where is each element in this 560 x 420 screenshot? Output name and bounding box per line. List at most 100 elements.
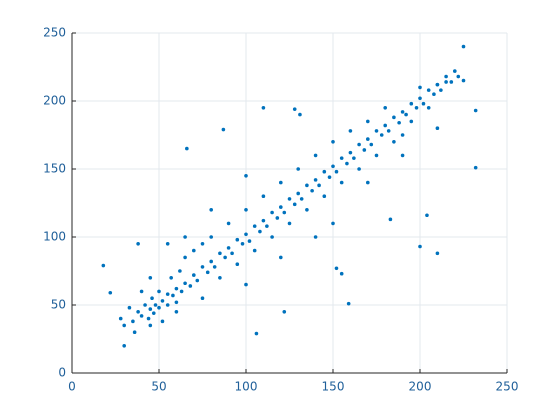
point [139,314,144,318]
point [235,262,240,267]
point [212,265,217,269]
point [165,303,170,307]
x-tick-label: 50 [151,380,166,394]
point [218,276,222,280]
point [188,284,193,288]
point [404,112,408,117]
point [279,180,283,185]
point [456,74,461,79]
point [292,202,297,207]
point [151,311,156,315]
point [292,107,297,111]
point [169,276,173,280]
point [254,331,259,336]
y-tick-label: 100 [43,230,66,244]
point [108,290,113,295]
point [453,69,457,73]
point [374,129,379,133]
point [131,319,135,324]
point [178,269,182,273]
y-tick-label: 0 [58,366,66,380]
point [322,169,327,174]
x-tick-label: 250 [496,380,519,394]
point [143,303,147,307]
point [209,208,213,212]
point [331,140,335,144]
point [226,246,231,250]
point [352,156,356,160]
point [244,208,248,212]
point [317,183,321,188]
point [252,248,257,253]
point [348,129,353,133]
point [444,80,448,84]
point [383,123,388,128]
point [127,305,132,310]
point [418,85,422,90]
point [374,153,379,158]
point [339,180,344,185]
point [379,133,384,137]
point [392,115,396,120]
point [305,183,309,188]
point [339,156,344,160]
point [386,129,391,133]
point [327,175,332,179]
point [432,92,436,96]
point [435,126,440,130]
point [235,237,240,242]
point [444,74,448,79]
point [287,197,292,201]
point [244,232,248,237]
point [296,191,301,196]
point [136,310,140,314]
point [339,271,344,276]
point [279,255,283,260]
point [383,106,388,110]
point [200,296,205,301]
point [258,229,262,234]
point [409,101,414,106]
point [195,278,200,283]
point [179,289,184,294]
point [414,106,419,110]
point [435,251,440,256]
point [313,153,318,158]
point [148,323,153,328]
point [282,210,287,215]
point [305,208,309,212]
point [348,150,353,155]
point [165,292,170,296]
point [139,289,144,294]
point [400,153,405,158]
point [282,310,287,314]
point [275,216,280,220]
point [362,148,367,152]
point [209,259,213,264]
point [136,242,140,246]
point [122,323,126,328]
y-tick-label: 50 [51,298,66,312]
point [223,255,227,260]
point [473,165,478,170]
point [270,235,274,239]
point [101,263,106,268]
point [425,213,429,218]
point [160,319,165,324]
point [192,248,196,253]
point [313,235,318,239]
point [132,330,137,335]
point [185,146,189,151]
point [150,296,154,301]
point [153,303,158,307]
point [209,235,213,239]
point [261,106,266,110]
point [310,188,314,193]
point [200,265,205,269]
point [146,316,151,321]
x-tick-label: 200 [409,380,432,394]
point [261,218,266,223]
point [426,88,431,92]
point [435,82,440,87]
point [418,244,422,249]
